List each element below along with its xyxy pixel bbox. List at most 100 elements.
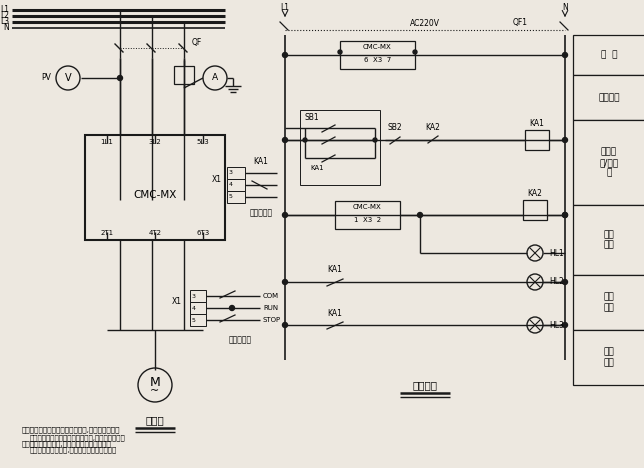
Text: X1: X1: [212, 175, 222, 183]
Text: 4: 4: [229, 183, 233, 188]
Bar: [573, 330, 644, 385]
Text: 3L2: 3L2: [149, 139, 162, 145]
Text: HL2: HL2: [549, 278, 564, 286]
Text: 5: 5: [192, 317, 196, 322]
Text: L1: L1: [0, 6, 9, 15]
Text: L3: L3: [0, 17, 9, 27]
Text: 此控制回路圖以出廠參數設置為準,如用戶對繼電器: 此控制回路圖以出廠參數設置為準,如用戶對繼電器: [30, 435, 126, 441]
Text: SB2: SB2: [388, 124, 402, 132]
Bar: [573, 205, 644, 275]
Bar: [85, 135, 225, 240]
Text: 2T1: 2T1: [100, 230, 113, 236]
Text: 控制電源: 控制電源: [598, 93, 620, 102]
Bar: [573, 275, 644, 330]
Text: L1: L1: [281, 3, 290, 13]
Text: 4: 4: [192, 306, 196, 310]
Circle shape: [417, 212, 422, 218]
Bar: [190, 290, 206, 302]
Circle shape: [338, 50, 342, 54]
Circle shape: [562, 212, 567, 218]
Text: KA1: KA1: [310, 165, 324, 171]
Text: KA1: KA1: [328, 265, 343, 275]
Text: CMC-MX: CMC-MX: [363, 44, 392, 50]
Circle shape: [283, 138, 287, 142]
Circle shape: [229, 306, 234, 310]
Text: QF1: QF1: [513, 19, 527, 28]
Circle shape: [138, 368, 172, 402]
Circle shape: [527, 317, 543, 333]
Bar: [174, 66, 194, 84]
Circle shape: [562, 138, 567, 142]
Circle shape: [527, 274, 543, 290]
Bar: [190, 302, 206, 314]
Text: 3: 3: [192, 293, 196, 299]
Bar: [525, 130, 549, 150]
Text: 5L3: 5L3: [196, 139, 209, 145]
Text: A: A: [212, 73, 218, 82]
Text: KA1: KA1: [328, 308, 343, 317]
Text: V: V: [64, 73, 71, 83]
Text: KA1: KA1: [529, 119, 544, 129]
Bar: [335, 201, 400, 229]
Text: RUN: RUN: [263, 305, 278, 311]
Text: COM: COM: [263, 293, 279, 299]
Text: QF: QF: [192, 38, 202, 47]
Text: M: M: [149, 375, 160, 388]
Circle shape: [203, 66, 227, 90]
Circle shape: [283, 279, 287, 285]
Bar: [227, 191, 245, 203]
Text: SB1: SB1: [305, 114, 319, 123]
Text: KA2: KA2: [426, 124, 440, 132]
Text: HL1: HL1: [549, 249, 564, 257]
Bar: [190, 314, 206, 326]
Text: 4T2: 4T2: [149, 230, 162, 236]
Text: 此控制回路圖以出廠參數設置為準,如用戶對繼電器: 此控制回路圖以出廠參數設置為準,如用戶對繼電器: [22, 427, 120, 433]
Text: N: N: [562, 3, 568, 13]
Text: 6  X3  7: 6 X3 7: [364, 57, 391, 63]
Text: 停止
指示: 停止 指示: [603, 348, 614, 367]
Text: CMC-MX: CMC-MX: [133, 190, 176, 200]
Text: 雙節點控制: 雙節點控制: [229, 336, 252, 344]
Bar: [300, 110, 380, 185]
Text: N: N: [3, 23, 9, 32]
Circle shape: [562, 52, 567, 58]
Text: 控制回路: 控制回路: [413, 380, 437, 390]
Bar: [340, 41, 415, 69]
Text: STOP: STOP: [263, 317, 281, 323]
Bar: [573, 120, 644, 205]
Bar: [227, 179, 245, 191]
Circle shape: [413, 50, 417, 54]
Text: ~: ~: [151, 386, 160, 396]
Text: 主回路: 主回路: [146, 415, 164, 425]
Text: 5: 5: [229, 195, 233, 199]
Circle shape: [283, 52, 287, 58]
Text: PV: PV: [41, 73, 51, 82]
Text: 微  斷: 微 斷: [601, 51, 617, 59]
Text: 6T3: 6T3: [196, 230, 210, 236]
Circle shape: [562, 279, 567, 285]
Circle shape: [283, 212, 287, 218]
Circle shape: [56, 66, 80, 90]
Text: X1: X1: [172, 298, 182, 307]
Bar: [227, 167, 245, 179]
Text: CMC-MX: CMC-MX: [353, 204, 382, 210]
Bar: [573, 35, 644, 75]
Text: 的輸出方式進行修改,需對此圖做相應的調整。: 的輸出方式進行修改,需對此圖做相應的調整。: [22, 441, 112, 447]
Text: 1  X3  2: 1 X3 2: [354, 217, 381, 223]
Bar: [523, 200, 547, 220]
Text: 1L1: 1L1: [100, 139, 113, 145]
Text: 軟起動
起/停控
制: 軟起動 起/停控 制: [600, 147, 619, 177]
Text: 運行
指示: 運行 指示: [603, 293, 614, 312]
Circle shape: [373, 138, 377, 142]
Circle shape: [562, 322, 567, 328]
Bar: [573, 75, 644, 120]
Circle shape: [283, 322, 287, 328]
Text: 3: 3: [229, 170, 233, 176]
Text: AC220V: AC220V: [410, 19, 440, 28]
Text: KA1: KA1: [254, 156, 269, 166]
Text: L2: L2: [0, 12, 9, 21]
Circle shape: [562, 212, 567, 218]
Text: 故障
指示: 故障 指示: [603, 230, 614, 250]
Text: HL3: HL3: [549, 321, 564, 329]
Text: 的輸出方式進行修改,需對此圖做相應的調整。: 的輸出方式進行修改,需對此圖做相應的調整。: [30, 446, 117, 453]
